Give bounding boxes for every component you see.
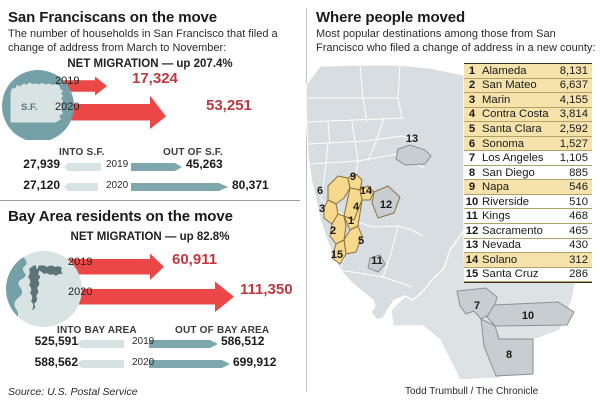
svg-text:2: 2 <box>330 225 336 237</box>
svg-text:7: 7 <box>474 300 480 312</box>
svg-text:8: 8 <box>506 349 512 361</box>
svg-text:5: 5 <box>358 235 364 247</box>
svg-text:12: 12 <box>380 199 392 211</box>
svg-text:14: 14 <box>360 185 373 197</box>
svg-text:9: 9 <box>350 171 356 183</box>
svg-text:6: 6 <box>317 185 323 197</box>
svg-text:13: 13 <box>406 133 418 145</box>
svg-text:1: 1 <box>348 215 354 227</box>
svg-text:15: 15 <box>331 249 343 261</box>
svg-text:4: 4 <box>353 201 360 213</box>
svg-text:11: 11 <box>371 255 383 267</box>
svg-text:10: 10 <box>522 310 534 322</box>
svg-text:3: 3 <box>319 203 325 215</box>
